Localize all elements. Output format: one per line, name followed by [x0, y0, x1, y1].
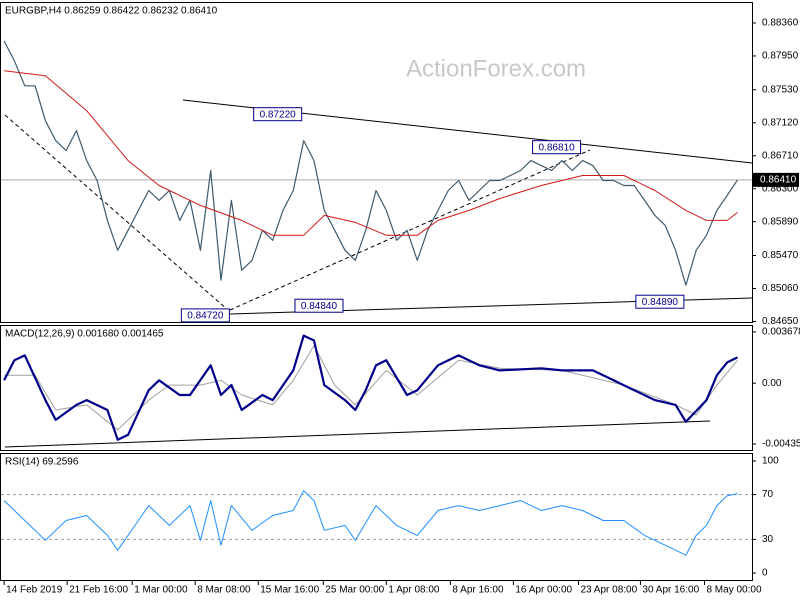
- series-line: [3, 334, 738, 441]
- x-tick-label: 23 Apr 08:00: [580, 585, 637, 596]
- price-annotation: 0.84840: [301, 301, 338, 312]
- y-tick-label: 0.85890: [762, 216, 799, 227]
- x-tick-label: 30 Apr 16:00: [642, 585, 699, 596]
- price-annotation-box: [253, 107, 303, 122]
- y-tick-label: 0.87120: [762, 117, 799, 128]
- x-tick-label: 1 Mar 00:00: [134, 585, 188, 596]
- series-line: [4, 70, 738, 236]
- price-annotation: 0.84720: [187, 311, 224, 322]
- x-tick-label: 8 May 00:00: [706, 585, 761, 596]
- y-tick-label: 0.00: [762, 378, 782, 389]
- watermark: ActionForex.com: [406, 55, 586, 82]
- price-frame: [0, 2, 753, 323]
- dashed-line: [229, 149, 591, 311]
- y-tick-label: 30: [762, 534, 774, 545]
- price-annotation-box: [635, 294, 685, 309]
- rsi-frame: [0, 453, 753, 581]
- y-tick-label: 0.86710: [762, 150, 799, 161]
- price-annotation-box: [532, 140, 582, 155]
- series-line: [3, 40, 738, 286]
- macd-frame: [0, 325, 753, 451]
- x-tick-label: 16 Apr 00:00: [515, 585, 572, 596]
- price-annotation: 0.84890: [642, 297, 679, 308]
- y-tick-label: 0.85470: [762, 250, 799, 261]
- frames: [0, 2, 753, 581]
- x-tick-label: 25 Mar 00:00: [325, 585, 384, 596]
- y-tick-label: 0.86300: [762, 183, 799, 194]
- current-price-box: [753, 172, 799, 187]
- y-tick-label: 100: [762, 456, 779, 467]
- x-tick-label: 15 Mar 16:00: [260, 585, 319, 596]
- current-price-label: 0.86410: [760, 175, 797, 186]
- x-tick-label: 8 Apr 16:00: [452, 585, 504, 596]
- y-tick-label: 0.88360: [762, 18, 799, 29]
- price-annotation: 0.87220: [260, 109, 297, 120]
- y-tick-label: 0.87950: [762, 51, 799, 62]
- y-tick-label: 0.84650: [762, 316, 799, 327]
- series-line: [3, 490, 738, 556]
- y-tick-label: 0.87530: [762, 84, 799, 95]
- x-tick-label: 1 Apr 08:00: [388, 585, 440, 596]
- x-tick-label: 14 Feb 2019: [6, 585, 63, 596]
- x-tick-label: 21 Feb 16:00: [69, 585, 128, 596]
- price-annotation: 0.86810: [539, 142, 576, 153]
- x-tick-label: 8 Mar 08:00: [197, 585, 251, 596]
- y-tick-label: 0.003678: [762, 327, 800, 338]
- price-annotation-box: [294, 298, 344, 313]
- panel-title: MACD(12,26,9) 0.001680 0.001465: [5, 329, 164, 340]
- y-tick-label: 0.85060: [762, 283, 799, 294]
- y-tick-label: 70: [762, 489, 774, 500]
- panel-title: RSI(14) 69.2596: [5, 457, 79, 468]
- price-annotation-box: [180, 308, 230, 323]
- panel-title: EURGBP,H4 0.86259 0.86422 0.86232 0.8641…: [5, 6, 218, 17]
- y-tick-label: -0.004359: [762, 439, 800, 450]
- y-tick-label: 0: [762, 568, 768, 579]
- dashed-line: [4, 114, 229, 311]
- macd-trendline: [4, 420, 711, 448]
